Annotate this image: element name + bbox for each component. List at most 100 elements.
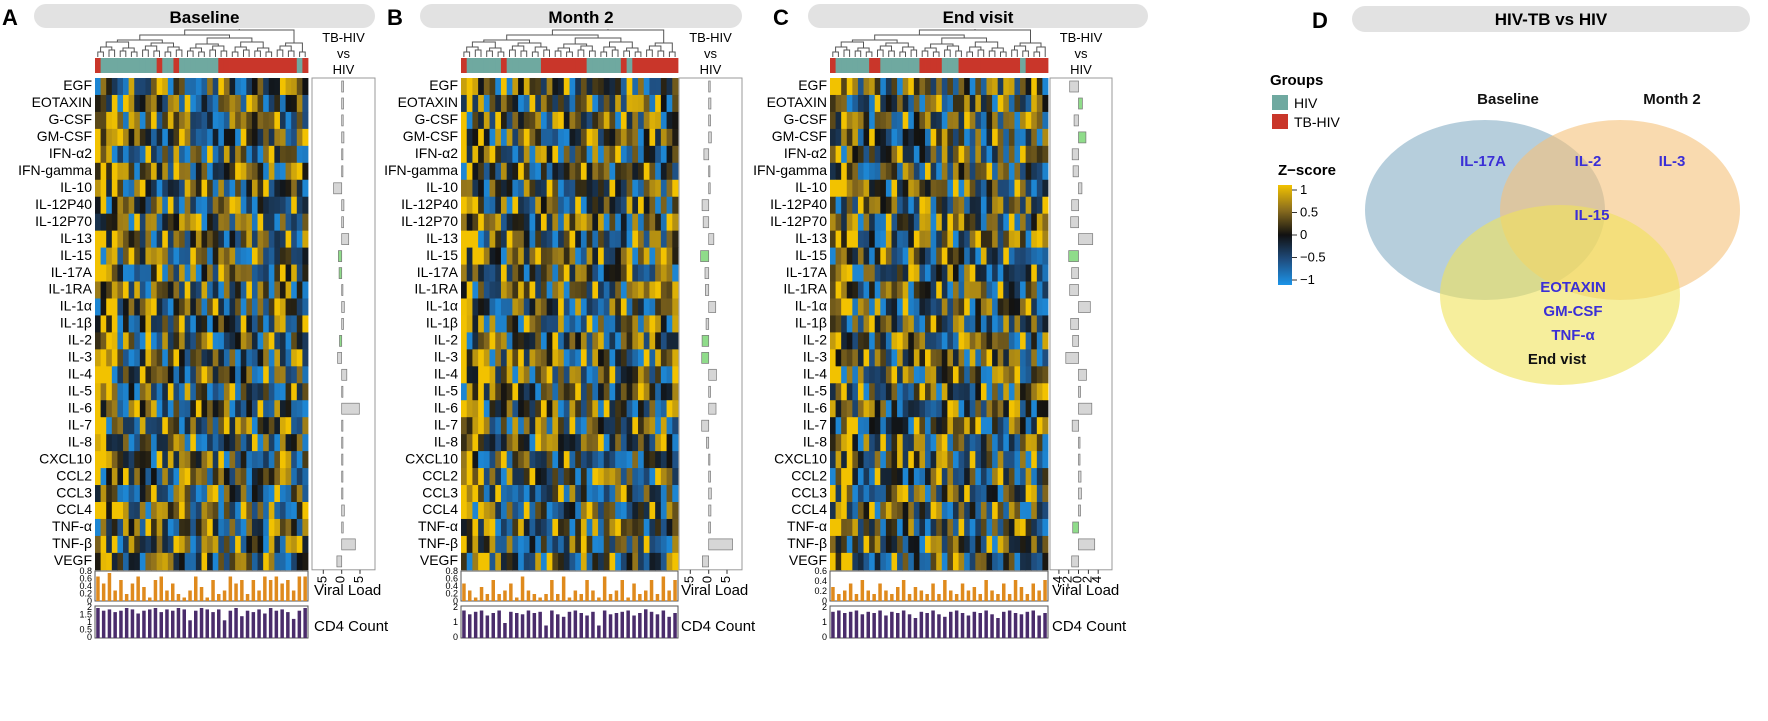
heatmap-cell xyxy=(235,349,242,367)
group-bar-cell xyxy=(207,58,214,73)
heatmap-cell xyxy=(251,366,258,384)
heatmap-cell xyxy=(603,502,610,520)
heatmap-cell xyxy=(489,417,496,435)
heatmap-cell xyxy=(643,502,650,520)
heatmap-cell xyxy=(835,552,842,571)
heatmap-cell xyxy=(145,315,152,333)
group-bar-cell xyxy=(111,58,118,73)
heatmap-cell xyxy=(291,196,298,215)
group-bar-cell xyxy=(257,58,264,73)
heatmap-cell xyxy=(461,366,468,384)
heatmap-cell xyxy=(863,264,870,282)
heatmap-cell xyxy=(139,162,146,181)
heatmap-cell xyxy=(95,281,102,299)
heatmap-cell xyxy=(483,213,490,232)
heatmap-cell xyxy=(632,518,639,537)
heatmap-cell xyxy=(173,417,180,435)
heatmap-cell xyxy=(506,281,513,299)
heatmap-cell xyxy=(461,349,468,367)
heatmap-cell xyxy=(1042,145,1049,164)
row-label-ccl2: CCL2 xyxy=(422,467,458,483)
fc-axis-label: -2 xyxy=(1060,576,1075,588)
heatmap-cell xyxy=(925,78,932,96)
heatmap-cell xyxy=(207,298,214,316)
heatmap-cell xyxy=(902,383,909,401)
heatmap-cell xyxy=(980,298,987,316)
heatmap-cell xyxy=(506,230,513,248)
heatmap-cell xyxy=(902,400,909,418)
heatmap-cell xyxy=(975,298,982,316)
heatmap-cell xyxy=(997,535,1004,554)
heatmap-cell xyxy=(156,485,163,503)
heatmap-cell xyxy=(461,162,468,181)
heatmap-cell xyxy=(1020,383,1027,401)
viral-load-axis-label: 0.4 xyxy=(79,581,92,591)
heatmap-cell xyxy=(598,468,605,486)
heatmap-cell xyxy=(291,264,298,282)
heatmap-cell xyxy=(162,468,169,486)
heatmap-cell xyxy=(1008,264,1015,282)
heatmap-cell xyxy=(483,78,490,96)
heatmap-cell xyxy=(1014,451,1021,469)
heatmap-cell xyxy=(863,281,870,299)
group-bar-cell xyxy=(223,58,230,73)
heatmap-cell xyxy=(558,230,565,248)
heatmap-cell xyxy=(552,145,559,164)
heatmap-cell xyxy=(483,162,490,181)
row-label-egf: EGF xyxy=(429,77,458,93)
heatmap-cell xyxy=(930,451,937,469)
heatmap-cell xyxy=(285,264,292,282)
heatmap-cell xyxy=(302,315,309,333)
heatmap-cell xyxy=(302,281,309,299)
heatmap-cell xyxy=(852,196,859,215)
viral-load-bar xyxy=(1031,583,1035,601)
heatmap-cell xyxy=(936,230,943,248)
heatmap-cell xyxy=(117,535,124,554)
heatmap-cell xyxy=(891,298,898,316)
heatmap-cell xyxy=(274,366,281,384)
heatmap-cell xyxy=(212,518,219,537)
heatmap-cell xyxy=(857,332,864,350)
heatmap-cell xyxy=(902,78,909,96)
heatmap-cell xyxy=(986,78,993,96)
heatmap-cell xyxy=(167,417,174,435)
heatmap-cell xyxy=(100,247,107,265)
heatmap-cell xyxy=(897,485,904,503)
heatmap-cell xyxy=(251,383,258,401)
heatmap-cell xyxy=(869,485,876,503)
venn-item-il2: IL-2 xyxy=(1575,153,1602,170)
cd4-bar xyxy=(182,609,186,638)
heatmap-cell xyxy=(257,502,264,520)
heatmap-cell xyxy=(626,468,633,486)
heatmap-cell xyxy=(913,383,920,401)
heatmap-cell xyxy=(162,518,169,537)
heatmap-cell xyxy=(106,451,113,469)
viral-load-bar xyxy=(937,594,941,601)
heatmap-cell xyxy=(885,518,892,537)
heatmap-cell xyxy=(632,366,639,384)
heatmap-cell xyxy=(156,535,163,554)
heatmap-cell xyxy=(841,417,848,435)
heatmap-cell xyxy=(863,332,870,350)
heatmap-cell xyxy=(964,349,971,367)
heatmap-cell xyxy=(500,264,508,282)
heatmap-cell xyxy=(246,111,253,130)
heatmap-cell xyxy=(638,315,645,333)
heatmap-cell xyxy=(461,179,468,198)
heatmap-cell xyxy=(615,349,622,367)
heatmap-cell xyxy=(986,179,993,198)
cd4-bar xyxy=(211,612,215,638)
heatmap-cell xyxy=(941,485,948,503)
heatmap-cell xyxy=(106,111,113,130)
heatmap-cell xyxy=(184,485,191,503)
heatmap-cell xyxy=(857,535,864,554)
heatmap-cell xyxy=(891,78,898,96)
heatmap-cell xyxy=(1014,400,1021,418)
heatmap-cell xyxy=(638,383,645,401)
heatmap-cell xyxy=(190,502,197,520)
fold-change-bar-tnf xyxy=(708,538,733,551)
heatmap-cell xyxy=(1025,230,1032,248)
heatmap-cell xyxy=(1014,264,1021,282)
heatmap-cell xyxy=(598,281,605,299)
group-bar-cell xyxy=(201,58,208,73)
